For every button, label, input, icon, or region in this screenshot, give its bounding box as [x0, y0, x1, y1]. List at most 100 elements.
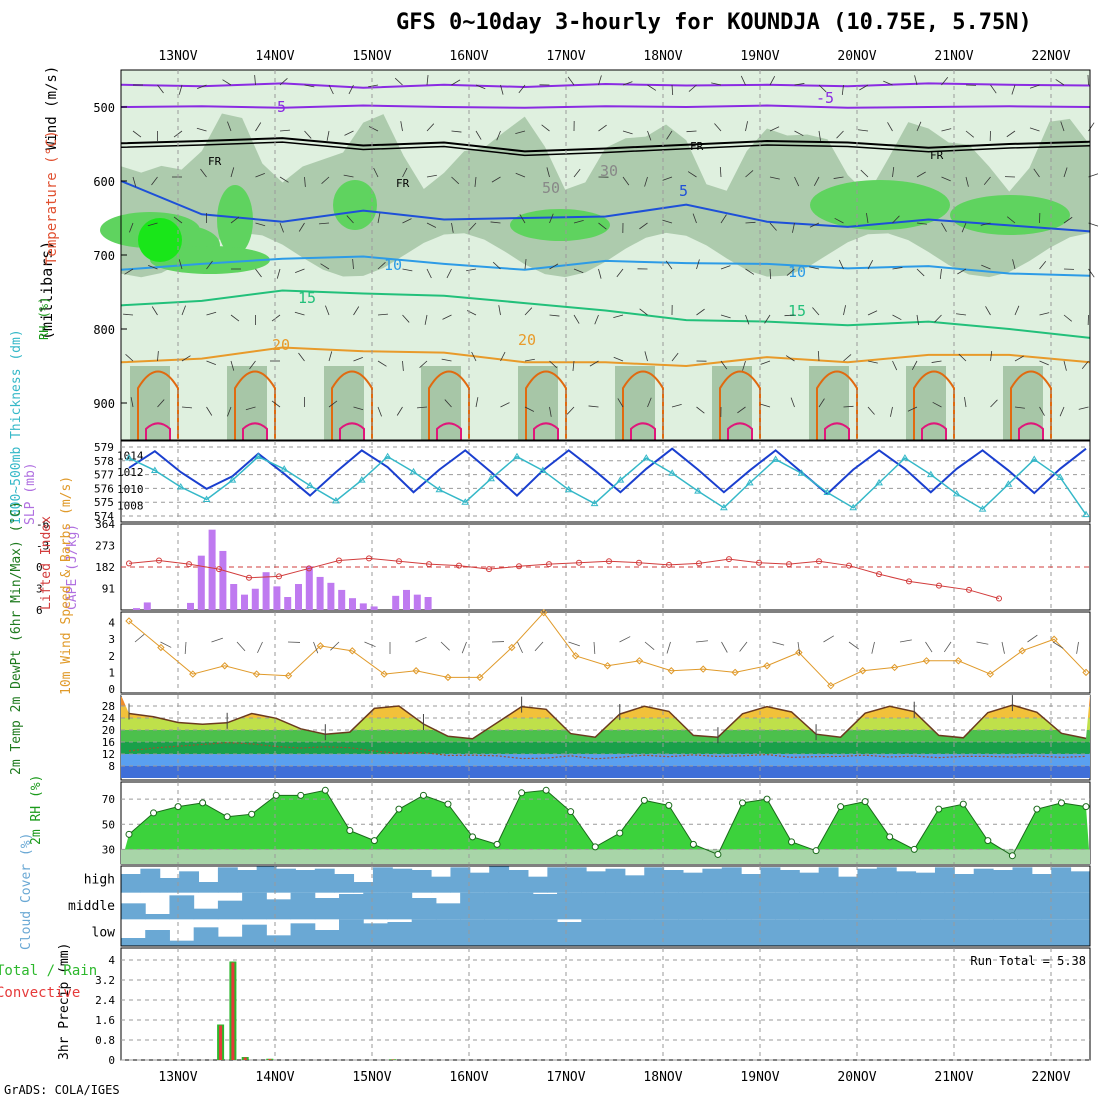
wind-barb [838, 259, 844, 270]
rh-cell-bright [138, 218, 182, 262]
li-tick-label: -3 [36, 540, 49, 553]
cloud-bar-middle [387, 892, 413, 920]
rh2m-marker [910, 845, 918, 853]
wind-barb [934, 314, 942, 323]
thickness-marker [1056, 473, 1065, 480]
cape-bar [392, 595, 400, 610]
wind-barb-10m [925, 641, 933, 653]
isotherm--5 [120, 82, 1091, 89]
wind-barb [932, 401, 942, 408]
cape-tick-label: 91 [102, 583, 115, 596]
wind-barb [1006, 130, 1016, 138]
wind-barb [1081, 360, 1089, 370]
wind-barb [1011, 84, 1016, 95]
wind-barb [745, 121, 748, 132]
thickness-marker [771, 455, 780, 462]
wind-speed-marker [316, 642, 325, 650]
wind-speed-marker [635, 657, 644, 665]
wind-barb-10m [721, 641, 728, 653]
wind-barb [833, 176, 844, 179]
wind-barb [794, 83, 805, 86]
wind-barb [230, 167, 235, 178]
wind-barb [255, 173, 265, 178]
wind-barb [298, 222, 305, 232]
wind-barb [834, 217, 844, 224]
rh-band-moist [121, 113, 1090, 278]
cloud-bar-middle [993, 892, 1018, 920]
wind-barb [790, 397, 795, 408]
cloud-bar-high [295, 870, 316, 893]
thickness-line [128, 455, 1087, 516]
rh2m-marker [395, 805, 403, 813]
rh2m-axis-label: 2m RH (%) [29, 775, 44, 845]
wind-barb [941, 128, 952, 132]
wind-barb [426, 123, 435, 132]
cloud-bar-high [741, 874, 762, 893]
wind-speed-marker [508, 643, 516, 652]
wind-barb-10m [739, 641, 748, 652]
wind-barb [1029, 127, 1040, 132]
pressure-tick-label: 500 [93, 101, 115, 115]
wind-barb [867, 259, 874, 270]
temp-tick-label: 8 [108, 760, 115, 773]
wind-speed-marker [858, 667, 867, 675]
wind-barb [549, 263, 559, 270]
cloud-bar-high [159, 878, 180, 893]
thickness-tick-label: 578 [94, 455, 114, 468]
cloud-bar-low [387, 922, 413, 946]
wind-barb [451, 79, 461, 86]
x-tick-label-bottom: 20NOV [837, 1070, 876, 1085]
wind-barb [279, 78, 288, 86]
wind-barb [346, 215, 354, 224]
wind-barb [818, 130, 821, 141]
wind-barb [1063, 216, 1073, 224]
wind-barb-10m [236, 641, 246, 652]
wind-barb [720, 265, 731, 270]
wind-barb [348, 84, 354, 95]
wind-barb [647, 84, 657, 91]
wind-barb [956, 313, 967, 316]
precip-tick-label: 0 [108, 1054, 115, 1067]
slp-frame [120, 440, 1091, 523]
wind-barb [181, 355, 191, 362]
wind-barb-10m [534, 641, 544, 652]
wind-barb [1063, 167, 1068, 178]
wind-barb [965, 176, 969, 187]
cloud-bar-high [508, 870, 529, 893]
rh-column-moist [227, 366, 267, 440]
isotherm-30 [824, 422, 850, 440]
cape-bar [370, 606, 378, 610]
cape-bar [219, 550, 227, 610]
wind-barb [843, 305, 846, 316]
wind-barb [519, 214, 526, 224]
wind-barb [589, 360, 599, 367]
cloud-bar-low [968, 919, 994, 946]
wind-barb [696, 406, 705, 414]
wind-barb [1055, 79, 1065, 86]
precip-convective-bar [391, 1059, 395, 1060]
thickness-marker [513, 452, 521, 460]
rh2m-marker [935, 805, 943, 813]
cloud-bar-low [823, 919, 849, 946]
temp-tick-label: 20 [102, 724, 115, 737]
wind-barb [475, 84, 486, 90]
wind-barb [957, 268, 967, 275]
thickness-marker [332, 496, 340, 504]
thickness-marker [176, 483, 185, 490]
wind-barb [769, 268, 772, 280]
cloud-bar-high [372, 867, 393, 893]
wind-barb [760, 360, 771, 365]
rh2m-marker [738, 799, 746, 807]
wind-speed-marker [157, 643, 165, 652]
cape-bar [187, 602, 194, 610]
wind-barb [939, 268, 942, 279]
rh2m-marker [812, 847, 820, 855]
x-tick-label-top: 20NOV [837, 49, 876, 64]
cape-bar [327, 582, 335, 610]
wind-barb-10m [619, 636, 631, 643]
wind-barb [230, 360, 235, 371]
wind-barb [785, 355, 795, 362]
footer-credit: GrADS: COLA/IGES [4, 1083, 120, 1097]
li-marker [456, 562, 462, 569]
rh-cell-green [150, 246, 270, 274]
